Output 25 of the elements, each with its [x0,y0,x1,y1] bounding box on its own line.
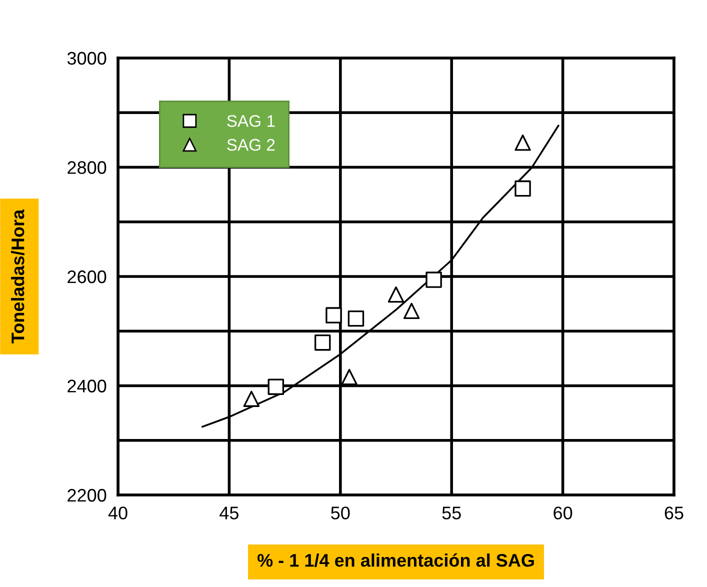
y-tick-label: 3000 [67,52,106,65]
x-tick-label: 50 [331,506,350,520]
point [403,302,420,320]
x-tick-label: 45 [220,506,238,520]
y-tick-label: 2400 [68,380,106,392]
y-axis-title: Toneladas/Hora [11,209,24,344]
legend-label: SAG 1 [227,115,275,127]
x-tick-label: 65 [664,506,684,520]
point [426,272,442,288]
point [314,334,331,351]
y-tick-label: 2800 [68,161,106,174]
point [348,310,364,327]
point [268,378,284,395]
point [326,307,342,324]
y-tick-label: 2600 [68,270,106,284]
y-tick-label: 2200 [68,488,106,502]
point [514,134,531,151]
legend-label: SAG 2 [227,138,275,151]
x-axis-title: % - 1 1/4 en alimentación al SAG [257,553,534,567]
point [388,286,404,303]
point [514,180,531,197]
x-tick-label: 55 [442,506,461,520]
point [243,390,260,407]
x-tick-label: 40 [108,506,128,520]
x-tick-label: 60 [554,506,572,520]
